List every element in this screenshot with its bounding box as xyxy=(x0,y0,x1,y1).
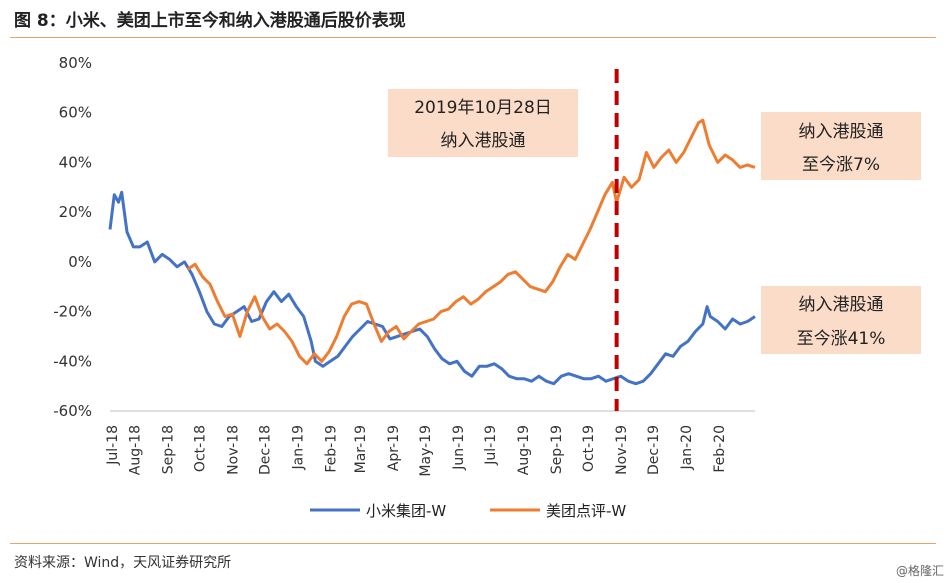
x-tick-label: Apr-19 xyxy=(386,425,402,471)
x-tick-label: Oct-18 xyxy=(192,425,208,472)
meituan-note-box xyxy=(761,112,921,180)
x-tick-label: Jun-19 xyxy=(451,425,467,471)
series-line-xiaomi xyxy=(108,190,756,386)
top-divider xyxy=(10,37,936,38)
inclusion-date-note-line2: 纳入港股通 xyxy=(441,131,526,151)
meituan-note-line1: 纳入港股通 xyxy=(799,122,884,142)
legend: 小米集团-W 美团点评-W xyxy=(310,502,626,520)
figure-title: 图 8：小米、美团上市至今和纳入港股通后股价表现 xyxy=(14,11,406,31)
legend-label-xiaomi: 小米集团-W xyxy=(366,502,446,520)
xiaomi-note-line2: 至今涨41% xyxy=(797,329,886,349)
x-tick-label: Feb-19 xyxy=(323,425,339,473)
x-tick-label: Sep-19 xyxy=(549,425,565,474)
y-tick-label: 80% xyxy=(59,54,92,72)
y-tick-label: 60% xyxy=(59,104,92,122)
x-axis-ticks: Jul-18 Aug-18 Sep-18 Oct-18 Nov-18 Dec-18 Jan-… xyxy=(105,425,728,477)
x-tick-label: Oct-19 xyxy=(581,425,597,472)
x-tick-label: Nov-19 xyxy=(614,425,630,475)
bottom-divider xyxy=(10,543,936,544)
x-tick-label: Dec-19 xyxy=(646,425,662,475)
x-tick-label: May-19 xyxy=(418,425,434,477)
x-tick-label: Feb-20 xyxy=(712,425,728,473)
x-tick-label: Sep-18 xyxy=(160,425,176,474)
watermark: @格隆汇 xyxy=(895,564,944,578)
x-tick-label: Aug-19 xyxy=(516,425,532,475)
line-chart: 80% 60% 40% 20% 0% -20% -40% -60% Jul-18 Aug-18 S… xyxy=(53,54,921,520)
y-tick-label: -60% xyxy=(53,402,92,420)
x-tick-label: Jan-20 xyxy=(679,425,695,470)
y-tick-label: 0% xyxy=(68,253,92,271)
x-tick-label: Mar-19 xyxy=(353,425,369,473)
x-tick-label: Jan-19 xyxy=(290,425,306,470)
xiaomi-note-box xyxy=(761,286,921,354)
series-line-meituan xyxy=(186,118,756,366)
y-tick-label: -40% xyxy=(53,352,92,370)
meituan-note-line2: 至今涨7% xyxy=(802,155,880,175)
inclusion-date-note-box xyxy=(388,89,578,157)
x-tick-label: Nov-18 xyxy=(225,425,241,475)
legend-label-meituan: 美团点评-W xyxy=(546,502,626,520)
y-tick-label: 40% xyxy=(59,153,92,171)
y-axis-ticks: 80% 60% 40% 20% 0% -20% -40% -60% xyxy=(53,54,92,420)
source-note: 资料来源：Wind，天风证券研究所 xyxy=(14,555,232,571)
y-tick-label: -20% xyxy=(53,303,92,321)
xiaomi-note-line1: 纳入港股通 xyxy=(799,295,884,315)
inclusion-date-note-line1: 2019年10月28日 xyxy=(414,98,552,118)
inclusion-date-note: 2019年10月28日 纳入港股通 xyxy=(388,89,578,157)
x-tick-label: Dec-18 xyxy=(257,425,273,475)
x-tick-label: Aug-18 xyxy=(127,425,143,475)
y-tick-label: 20% xyxy=(59,203,92,221)
x-tick-label: Jul-18 xyxy=(105,425,121,466)
xiaomi-note: 纳入港股通 至今涨41% xyxy=(761,286,921,354)
meituan-note: 纳入港股通 至今涨7% xyxy=(761,112,921,180)
x-tick-label: Jul-19 xyxy=(483,425,499,466)
